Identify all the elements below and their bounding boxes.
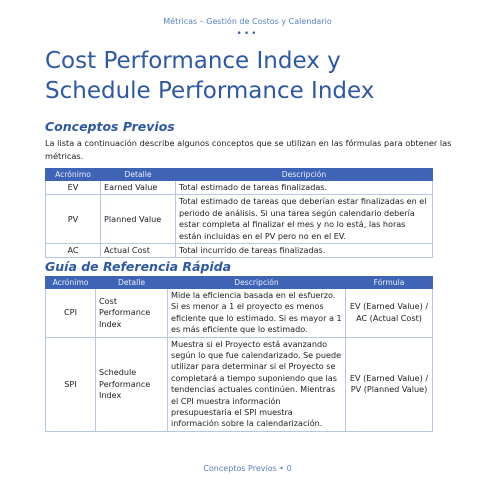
- detail-cell: Actual Cost: [100, 243, 176, 259]
- description-cell: Total estimado de tareas finalizadas.: [175, 179, 433, 196]
- document-title: Cost Performance Index y Schedule Perfor…: [45, 46, 465, 106]
- detail-cell: Earned Value: [100, 179, 176, 196]
- acronym-cell: EV: [45, 179, 101, 196]
- formula-cell: EV (Earned Value) / PV (Planned Value): [345, 336, 433, 432]
- detail-cell: Schedule Performance Index: [95, 336, 168, 432]
- column-header: Descripción: [175, 168, 433, 181]
- description-cell: Mide la eficiencia basada en el esfuerzo…: [167, 288, 346, 338]
- detail-cell: Cost Performance Index: [95, 288, 168, 338]
- column-header: Detalle: [95, 276, 168, 289]
- title-line-2: Schedule Performance Index: [45, 78, 375, 104]
- column-header: Acrónimo: [45, 168, 101, 181]
- intro-paragraph: La lista a continuación describe algunos…: [45, 138, 452, 161]
- section-heading-conceptos: Conceptos Previos: [45, 119, 175, 134]
- table-row: SPI Schedule Performance Index Muestra s…: [45, 336, 433, 432]
- description-cell: Muestra si el Proyecto está avanzando se…: [167, 336, 346, 432]
- running-header: Métricas – Gestión de Costos y Calendari…: [163, 17, 332, 26]
- table-row: CPI Cost Performance Index Mide la efici…: [45, 288, 433, 338]
- column-header: Descripción: [167, 276, 346, 289]
- formula-cell: EV (Earned Value) / AC (Actual Cost): [345, 288, 433, 338]
- header-ornament: •••: [236, 29, 259, 39]
- acronym-cell: AC: [45, 243, 101, 259]
- acronym-cell: PV: [45, 194, 101, 245]
- table-row: AC Actual Cost Total incurrido de tareas…: [45, 243, 433, 259]
- detail-cell: Planned Value: [100, 194, 176, 245]
- acronym-cell: CPI: [45, 288, 96, 338]
- title-line-1: Cost Performance Index y: [45, 48, 341, 74]
- concepts-table: Acrónimo Detalle Descripción EV Earned V…: [45, 168, 433, 259]
- reference-table: Acrónimo Detalle Descripción Fórmula CPI…: [45, 276, 433, 432]
- table-header-row: Acrónimo Detalle Descripción Fórmula: [45, 276, 433, 289]
- description-cell: Total estimado de tareas que deberían es…: [175, 194, 433, 245]
- table-header-row: Acrónimo Detalle Descripción: [45, 168, 433, 181]
- description-cell: Total incurrido de tareas finalizadas.: [175, 243, 433, 259]
- page-footer: Conceptos Previos • 0: [203, 464, 292, 473]
- column-header: Acrónimo: [45, 276, 96, 289]
- section-heading-guia: Guía de Referencia Rápida: [45, 259, 232, 274]
- column-header: Detalle: [100, 168, 176, 181]
- table-row: PV Planned Value Total estimado de tarea…: [45, 194, 433, 245]
- table-row: EV Earned Value Total estimado de tareas…: [45, 179, 433, 196]
- acronym-cell: SPI: [45, 336, 96, 432]
- column-header: Fórmula: [345, 276, 433, 289]
